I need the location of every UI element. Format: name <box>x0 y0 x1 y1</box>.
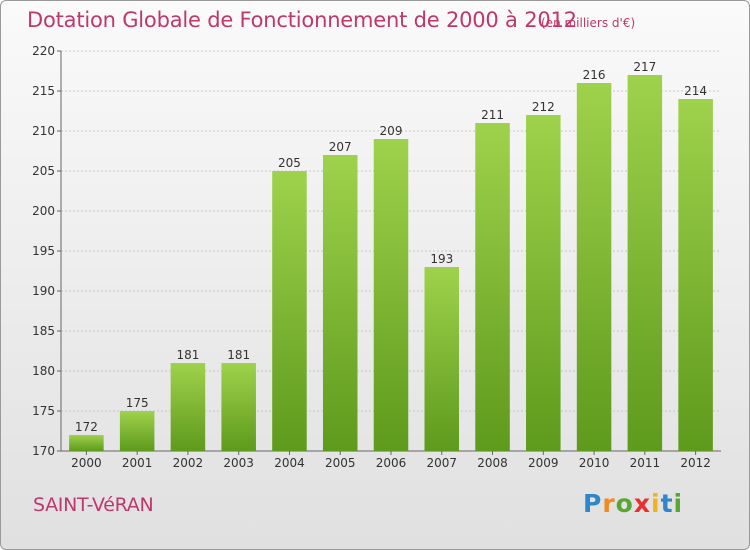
x-tick-label-2000: 2000 <box>71 456 102 470</box>
proxiti-logo: Proxiti <box>583 489 684 518</box>
bar-2003 <box>221 363 256 451</box>
x-tick-label-2006: 2006 <box>376 456 407 470</box>
y-tick-label: 220 <box>32 44 55 58</box>
data-label-2006: 209 <box>380 124 403 138</box>
bar-2005 <box>322 155 358 451</box>
y-tick-label: 210 <box>32 124 55 138</box>
x-tick-label-2012: 2012 <box>680 456 711 470</box>
x-tick-label-2002: 2002 <box>173 456 204 470</box>
data-label-2009: 212 <box>532 100 555 114</box>
chart-unit: (en milliers d'€) <box>541 16 636 30</box>
chart-title: Dotation Globale de Fonctionnement de 20… <box>27 8 577 32</box>
x-tick-label-2004: 2004 <box>274 456 305 470</box>
data-label-2010: 216 <box>583 68 606 82</box>
x-tick-label-2010: 2010 <box>579 456 610 470</box>
x-tick-label-2008: 2008 <box>477 456 508 470</box>
bar-2007 <box>424 267 460 451</box>
data-label-2005: 207 <box>329 140 352 154</box>
bar-2006 <box>373 139 409 451</box>
bar-2011 <box>627 75 663 451</box>
x-tick-label-2003: 2003 <box>223 456 254 470</box>
bar-2010 <box>576 83 612 451</box>
data-label-2011: 217 <box>633 60 656 74</box>
y-tick-label: 175 <box>32 404 55 418</box>
data-label-2002: 181 <box>176 348 199 362</box>
data-label-2008: 211 <box>481 108 504 122</box>
x-tick-label-2007: 2007 <box>426 456 457 470</box>
data-label-2000: 172 <box>75 420 98 434</box>
y-tick-label: 190 <box>32 284 55 298</box>
y-tick-label: 200 <box>32 204 55 218</box>
data-label-2004: 205 <box>278 156 301 170</box>
bar-2009 <box>526 115 561 451</box>
data-label-2007: 193 <box>430 252 453 266</box>
x-tick-label-2001: 2001 <box>122 456 153 470</box>
bar-2012 <box>678 99 713 451</box>
commune-name: SAINT-VéRAN <box>33 494 154 516</box>
data-label-2012: 214 <box>684 84 707 98</box>
y-tick-label: 170 <box>32 444 55 458</box>
y-tick-label: 215 <box>32 84 55 98</box>
x-tick-label-2005: 2005 <box>325 456 356 470</box>
bar-2002 <box>170 363 206 451</box>
x-tick-label-2009: 2009 <box>528 456 559 470</box>
y-tick-label: 205 <box>32 164 55 178</box>
bar-2000 <box>69 435 104 451</box>
y-tick-label: 185 <box>32 324 55 338</box>
bar-2008 <box>475 123 510 451</box>
data-label-2003: 181 <box>227 348 250 362</box>
y-tick-label: 195 <box>32 244 55 258</box>
bar-2001 <box>119 411 155 451</box>
data-label-2001: 175 <box>126 396 149 410</box>
y-tick-label: 180 <box>32 364 55 378</box>
x-tick-label-2011: 2011 <box>630 456 661 470</box>
bar-2004 <box>272 171 307 451</box>
